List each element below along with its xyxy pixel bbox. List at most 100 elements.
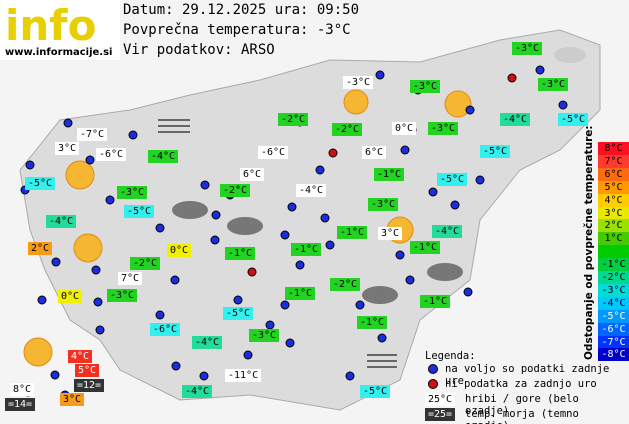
temp-label: 0°C	[392, 122, 417, 135]
station-dot	[51, 257, 61, 267]
legend-sample: =25=	[425, 408, 456, 421]
temp-label: -3°C	[410, 80, 441, 93]
station-dot	[315, 165, 325, 175]
station-dot	[95, 325, 105, 335]
scale-label: -7°C	[598, 335, 629, 349]
temp-label: 3°C	[60, 393, 85, 406]
date: Datum: 29.12.2025 ura: 09:50	[123, 2, 360, 18]
station-dot	[325, 240, 335, 250]
station-dot	[128, 130, 138, 140]
legend-dot	[428, 379, 438, 389]
legend-text: ni podatka za zadnjo uro	[445, 378, 597, 390]
scale-label: 5°C	[598, 180, 629, 194]
temp-label: -2°C	[332, 123, 363, 136]
station-dot	[475, 175, 485, 185]
station-dot	[155, 223, 165, 233]
station-dot	[210, 235, 220, 245]
station-dot	[63, 118, 73, 128]
scale-label: -1°C	[598, 258, 629, 272]
station-dot	[558, 100, 568, 110]
temp-label: =12=	[74, 379, 105, 392]
temp-label: -1°C	[420, 295, 451, 308]
station-dot	[463, 287, 473, 297]
temp-label: -5°C	[124, 205, 155, 218]
temp-label: 7°C	[118, 272, 143, 285]
temp-label: -5°C	[25, 177, 56, 190]
station-dot	[200, 180, 210, 190]
scale-title: Odstopanje od povprečne temperature:	[583, 125, 595, 360]
logo-bg	[0, 0, 120, 60]
country-shape	[19, 29, 601, 411]
temp-label: 5°C	[75, 364, 100, 377]
scale-label: 6°C	[598, 167, 629, 181]
scale-label: 3°C	[598, 206, 629, 220]
temp-label: -4°C	[500, 113, 531, 126]
scale-label: 2°C	[598, 219, 629, 233]
temp-label: -1°C	[291, 243, 322, 256]
temp-label: -1°C	[410, 241, 441, 254]
temp-label: 3°C	[55, 142, 80, 155]
station-dot	[199, 371, 209, 381]
clouds	[172, 47, 586, 304]
temp-label: -2°C	[130, 257, 161, 270]
temp-label: 2°C	[28, 242, 53, 255]
legend-dot	[428, 364, 438, 374]
temp-label: -4°C	[182, 385, 213, 398]
temp-label: 0°C	[167, 244, 192, 257]
scale-label: 8°C	[598, 142, 629, 155]
temp-label: -3°C	[107, 289, 138, 302]
legend-title: Legenda:	[425, 350, 476, 362]
temp-label: -4°C	[192, 336, 223, 349]
temp-label: -1°C	[285, 287, 316, 300]
scale-label: -6°C	[598, 322, 629, 336]
temp-label: -5°C	[558, 113, 589, 126]
station-dot	[535, 65, 545, 75]
temp-label: -6°C	[150, 323, 181, 336]
scale-label: -5°C	[598, 309, 629, 323]
temp-label: -3°C	[117, 186, 148, 199]
station-dot	[50, 370, 60, 380]
station-dot	[91, 265, 101, 275]
station-dot	[375, 70, 385, 80]
temp-label: =14=	[5, 398, 36, 411]
station-dot	[320, 213, 330, 223]
station-dot	[211, 210, 221, 220]
scale-label: 7°C	[598, 154, 629, 168]
station-dot	[465, 105, 475, 115]
temp-label: 0°C	[58, 290, 83, 303]
temp-label: -7°C	[77, 128, 108, 141]
temp-label: -4°C	[46, 215, 77, 228]
temp-label: -3°C	[368, 198, 399, 211]
temp-label: -3°C	[343, 76, 374, 89]
station-dot	[243, 350, 253, 360]
temp-label: -1°C	[337, 226, 368, 239]
legend-sample: 25°C	[425, 393, 456, 406]
station-dot	[280, 300, 290, 310]
station-dot	[233, 295, 243, 305]
temp-label: 3°C	[378, 227, 403, 240]
temp-label: -5°C	[360, 385, 391, 398]
station-dot	[280, 230, 290, 240]
temp-label: -11°C	[225, 369, 262, 382]
scale-label: -4°C	[598, 296, 629, 310]
missing-dot	[328, 148, 338, 158]
source: Vir podatkov: ARSO	[123, 42, 275, 58]
temp-label: -3°C	[249, 329, 280, 342]
station-dots	[20, 65, 568, 400]
temp-label: -5°C	[480, 145, 511, 158]
temp-label: -4°C	[432, 225, 463, 238]
temp-label: -6°C	[258, 146, 289, 159]
temp-label: -2°C	[278, 113, 309, 126]
station-dot	[287, 202, 297, 212]
temp-label: -6°C	[96, 148, 127, 161]
temp-label: 8°C	[10, 383, 35, 396]
scale-label: -3°C	[598, 283, 629, 297]
temp-label: -4°C	[148, 150, 179, 163]
legend-text: temp. morja (temno ozadje)	[465, 408, 579, 424]
temp-label: -1°C	[374, 168, 405, 181]
missing-dot	[247, 267, 257, 277]
station-dot	[37, 295, 47, 305]
station-dot	[171, 361, 181, 371]
temp-label: -3°C	[512, 42, 543, 55]
